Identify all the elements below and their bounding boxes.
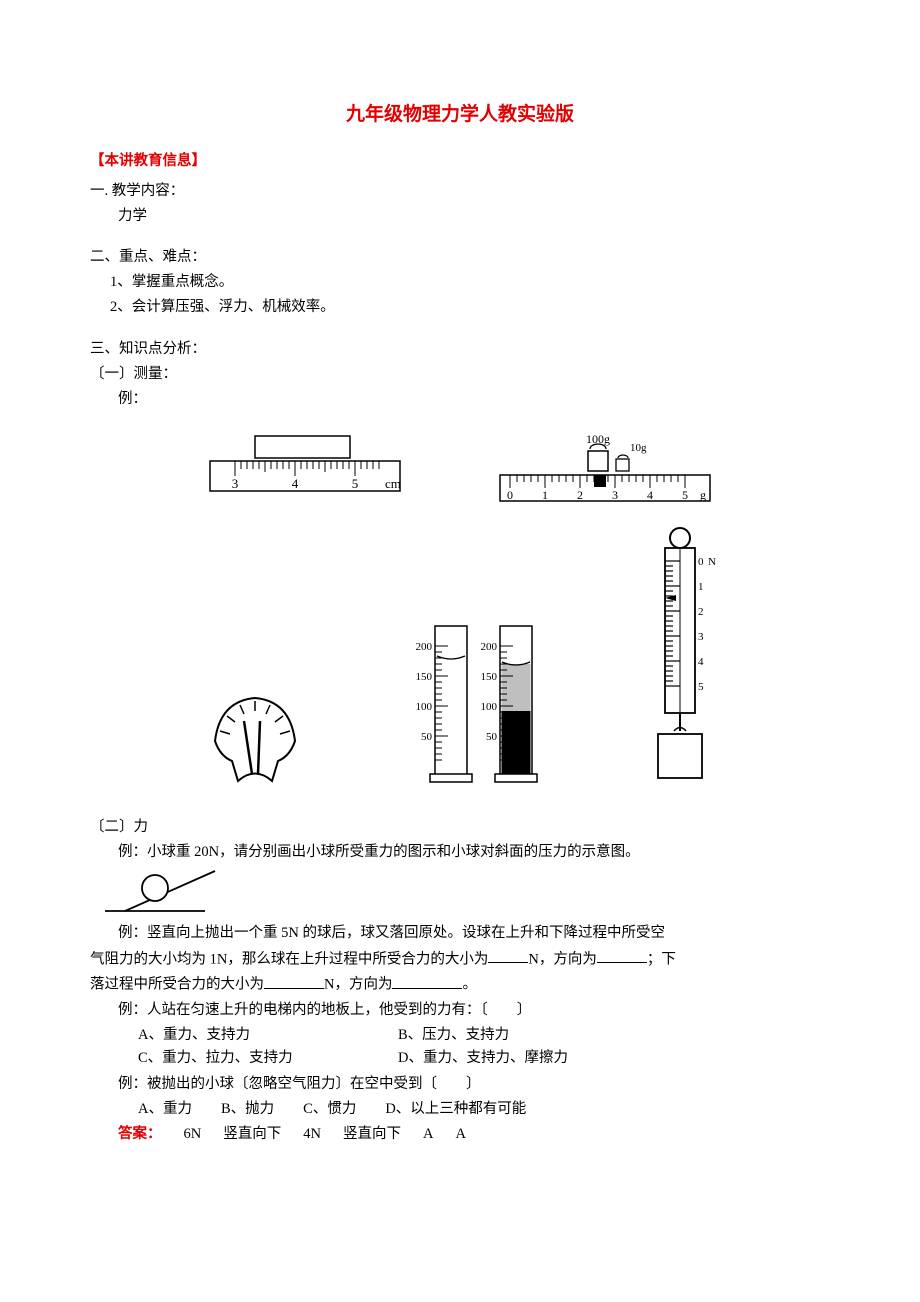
svg-text:2: 2 (577, 488, 583, 502)
figure-row-1: 3 4 5 cm 100g 10g (90, 431, 830, 516)
balance-figure: 100g 10g 0 1 2 3 4 5 (490, 431, 720, 516)
svg-text:2: 2 (698, 606, 704, 618)
ruler-figure: 3 4 5 cm (200, 431, 410, 501)
ex3-opt-b: B、压力、支持力 (398, 1024, 509, 1047)
svg-text:3: 3 (232, 476, 239, 491)
svg-text:150: 150 (416, 671, 433, 683)
cylinders-figure: 200 150 100 50 200 150 100 50 (410, 616, 540, 786)
svg-text:5: 5 (682, 488, 688, 502)
page-title: 九年级物理力学人教实验版 (90, 100, 830, 130)
svg-text:5: 5 (698, 681, 704, 693)
ex3-opt-c: C、重力、拉力、支持力 (138, 1047, 398, 1070)
ex4: 例：被抛出的小球〔忽略空气阻力〕在空中受到〔 〕 (90, 1073, 830, 1096)
svg-text:0: 0 (507, 488, 513, 502)
svg-text:100: 100 (481, 701, 498, 713)
incline-figure (90, 866, 830, 916)
answers-line: 答案：6N竖直向下4N竖直向下AA (90, 1123, 830, 1146)
svg-text:5: 5 (352, 476, 359, 491)
svg-text:cm: cm (385, 476, 401, 491)
svg-text:3: 3 (612, 488, 618, 502)
svg-text:100: 100 (416, 701, 433, 713)
sec3-heading: 三、知识点分析： (90, 338, 830, 361)
svg-text:200: 200 (481, 641, 498, 653)
dial-figure (200, 686, 310, 786)
svg-text:N: N (708, 556, 716, 568)
sec2-point1: 1、掌握重点概念。 (90, 271, 830, 294)
figure-row-2: 200 150 100 50 200 150 100 50 (90, 526, 830, 786)
sec3-sub1: 〔一〕测量： (90, 363, 830, 386)
answers-label: 答案： (118, 1126, 162, 1142)
ex2-line2: 气阻力的大小均为 1N，那么球在上升过程中所受合力的大小为N，方向为；下 (90, 948, 830, 972)
sec3-example-label: 例： (90, 388, 830, 411)
ex2-line3: 落过程中所受合力的大小为N，方向为。 (90, 973, 830, 997)
ex1: 例：小球重 20N，请分别画出小球所受重力的图示和小球对斜面的压力的示意图。 (90, 841, 830, 864)
ex3-row2: C、重力、拉力、支持力 D、重力、支持力、摩擦力 (90, 1047, 830, 1070)
svg-text:4: 4 (292, 476, 299, 491)
ex2-line1: 例：竖直向上抛出一个重 5N 的球后，球又落回原处。设球在上升和下降过程中所受空 (90, 922, 830, 945)
sec2-heading: 二、重点、难点： (90, 246, 830, 269)
svg-text:g: g (700, 488, 706, 502)
ex3-row1: A、重力、支持力 B、压力、支持力 (90, 1024, 830, 1047)
svg-text:50: 50 (486, 731, 498, 743)
svg-text:1: 1 (542, 488, 548, 502)
svg-text:4: 4 (698, 656, 704, 668)
svg-text:150: 150 (481, 671, 498, 683)
ex3-opt-d: D、重力、支持力、摩擦力 (398, 1047, 568, 1070)
sec2-point2: 2、会计算压强、浮力、机械效率。 (90, 296, 830, 319)
sec1-content: 力学 (90, 205, 830, 228)
svg-text:3: 3 (698, 631, 704, 643)
ex4-options: A、重力 B、抛力 C、惯力 D、以上三种都有可能 (90, 1098, 830, 1121)
svg-text:0: 0 (698, 556, 704, 568)
svg-text:4: 4 (647, 488, 653, 502)
svg-text:1: 1 (698, 581, 704, 593)
sec1-heading: 一. 教学内容： (90, 180, 830, 203)
sec4-heading: 〔二〕力 (90, 816, 830, 839)
ex3: 例：人站在匀速上升的电梯内的地板上，他受到的力有：〔 〕 (90, 999, 830, 1022)
heading-info: 【本讲教育信息】 (90, 150, 830, 173)
spring-scale-figure: 0 1 2 3 4 5 N (640, 526, 720, 786)
ex3-opt-a: A、重力、支持力 (138, 1024, 398, 1047)
svg-text:50: 50 (421, 731, 433, 743)
svg-text:10g: 10g (630, 442, 647, 454)
svg-text:200: 200 (416, 641, 433, 653)
